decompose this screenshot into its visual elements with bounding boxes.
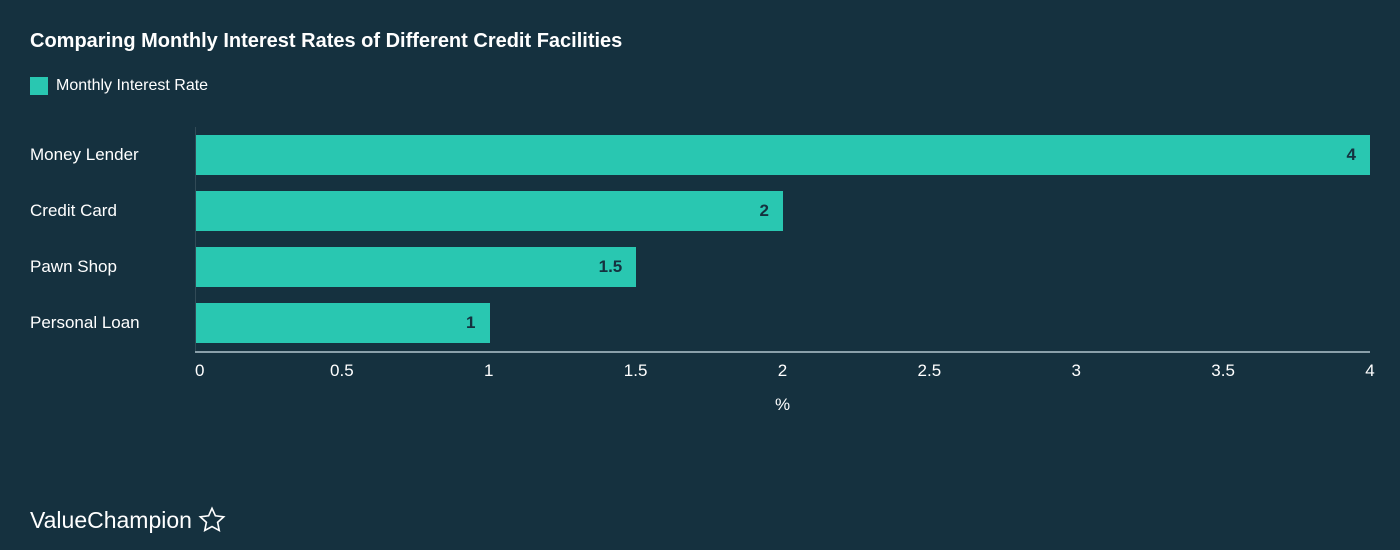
branding-text: ValueChampion bbox=[30, 507, 192, 534]
x-axis-ticks: 0 0.5 1 1.5 2 2.5 3 3.5 4 bbox=[195, 361, 1370, 391]
y-label: Money Lender bbox=[30, 127, 195, 183]
x-axis-title: % bbox=[195, 395, 1370, 415]
chart-container: Comparing Monthly Interest Rates of Diff… bbox=[0, 0, 1400, 550]
x-tick: 1 bbox=[484, 361, 493, 381]
bar-value-label: 2 bbox=[760, 201, 769, 221]
x-tick: 0.5 bbox=[330, 361, 354, 381]
bar: 4 bbox=[196, 135, 1370, 175]
bars-zone: 4 2 1.5 1 bbox=[195, 127, 1370, 351]
x-tick: 4 bbox=[1365, 361, 1374, 381]
y-axis-labels: Money Lender Credit Card Pawn Shop Perso… bbox=[30, 127, 195, 351]
x-axis-line bbox=[195, 351, 1370, 353]
bar-row: 4 bbox=[196, 127, 1370, 183]
legend: Monthly Interest Rate bbox=[30, 77, 1370, 95]
bar-row: 1.5 bbox=[196, 239, 1370, 295]
x-tick: 0 bbox=[195, 361, 204, 381]
bar-value-label: 1 bbox=[466, 313, 475, 333]
bar-value-label: 4 bbox=[1347, 145, 1356, 165]
x-tick: 2 bbox=[778, 361, 787, 381]
y-label: Personal Loan bbox=[30, 295, 195, 351]
x-tick: 3 bbox=[1072, 361, 1081, 381]
x-tick: 3.5 bbox=[1211, 361, 1235, 381]
legend-label: Monthly Interest Rate bbox=[56, 77, 208, 95]
bar: 1.5 bbox=[196, 247, 636, 287]
bar-row: 1 bbox=[196, 295, 1370, 351]
x-tick: 2.5 bbox=[918, 361, 942, 381]
y-label: Credit Card bbox=[30, 183, 195, 239]
bar-value-label: 1.5 bbox=[599, 257, 623, 277]
x-tick: 1.5 bbox=[624, 361, 648, 381]
chart-title: Comparing Monthly Interest Rates of Diff… bbox=[30, 30, 1370, 53]
branding: ValueChampion bbox=[30, 506, 226, 534]
bar: 1 bbox=[196, 303, 490, 343]
bar: 2 bbox=[196, 191, 783, 231]
y-label: Pawn Shop bbox=[30, 239, 195, 295]
bar-row: 2 bbox=[196, 183, 1370, 239]
legend-swatch bbox=[30, 77, 48, 95]
star-icon bbox=[198, 506, 226, 534]
plot-area: Money Lender Credit Card Pawn Shop Perso… bbox=[30, 127, 1370, 351]
